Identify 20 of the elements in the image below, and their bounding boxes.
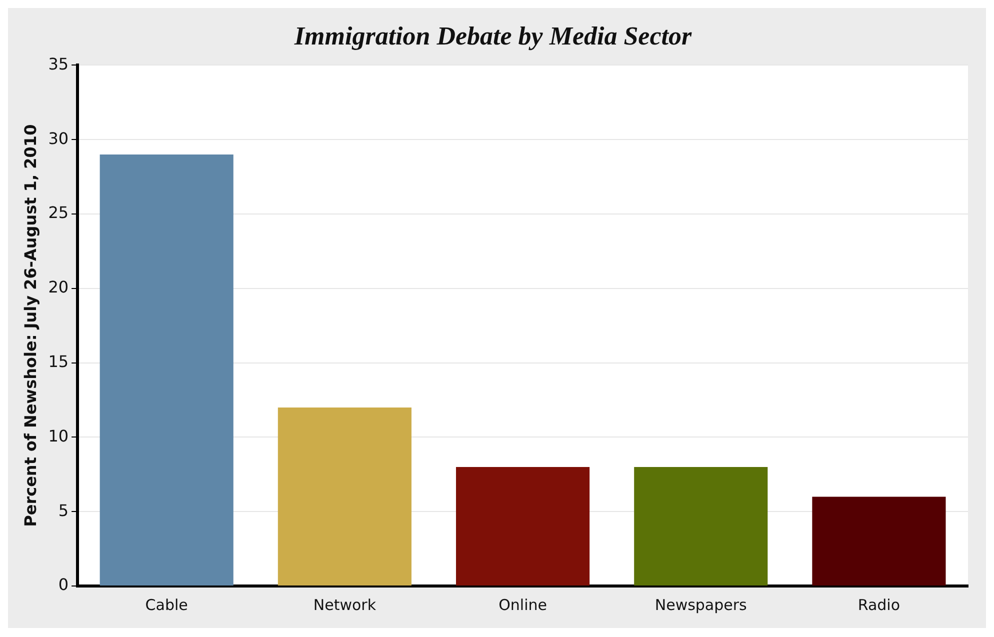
- bar: [812, 496, 946, 586]
- bar: [100, 154, 234, 586]
- x-tick-label: Online: [498, 596, 547, 614]
- y-tick-label: 0: [58, 575, 69, 594]
- y-tick-label: 30: [48, 128, 69, 148]
- chart-title: Immigration Debate by Media Sector: [293, 21, 692, 50]
- y-axis-title: Percent of Newshole: July 26-August 1, 2010: [20, 124, 40, 527]
- bar: [456, 466, 590, 586]
- x-tick-label: Newspapers: [654, 596, 748, 614]
- y-tick-label: 10: [48, 426, 69, 446]
- x-tick-label: Network: [313, 596, 376, 614]
- x-tick-label: Radio: [858, 596, 900, 614]
- y-tick-label: 35: [48, 54, 69, 74]
- bar: [634, 466, 768, 586]
- y-tick-label: 15: [48, 352, 69, 371]
- y-tick-label: 25: [48, 203, 69, 222]
- x-tick-label: Cable: [145, 596, 188, 614]
- bar: [278, 407, 412, 586]
- y-tick-label: 20: [48, 278, 69, 297]
- y-tick-label: 5: [58, 500, 69, 520]
